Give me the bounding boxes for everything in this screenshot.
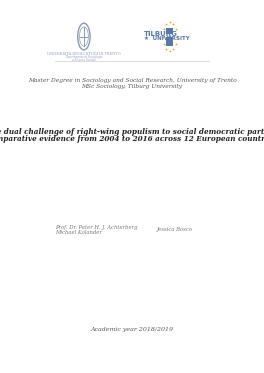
Text: TILBURG: TILBURG — [144, 31, 178, 37]
Text: The dual challenge of right-wing populism to social democratic parties.: The dual challenge of right-wing populis… — [0, 128, 264, 136]
Text: e Ricerca Sociale: e Ricerca Sociale — [72, 58, 96, 62]
Text: Michael Kolander: Michael Kolander — [55, 230, 102, 235]
Text: Master Degree in Sociology and Social Research, University of Trento: Master Degree in Sociology and Social Re… — [28, 78, 236, 84]
Text: Dipartimento di Sociologia: Dipartimento di Sociologia — [65, 56, 102, 59]
Text: Jessica Bosco: Jessica Bosco — [157, 227, 193, 232]
Text: ★  UNIVERSITY: ★ UNIVERSITY — [144, 36, 190, 41]
Text: Comparative evidence from 2004 to 2016 across 12 European countries.: Comparative evidence from 2004 to 2016 a… — [0, 135, 264, 143]
FancyBboxPatch shape — [166, 34, 173, 37]
Text: MSc Sociology, Tilburg University: MSc Sociology, Tilburg University — [81, 84, 183, 89]
Text: Academic year 2018/2019: Academic year 2018/2019 — [91, 326, 173, 332]
Text: UNIVERSITÀ DEGLI STUDI DI TRENTO: UNIVERSITÀ DEGLI STUDI DI TRENTO — [47, 52, 121, 56]
Text: Prof. Dr. Peter H. J. Achterberg: Prof. Dr. Peter H. J. Achterberg — [55, 225, 137, 230]
FancyBboxPatch shape — [166, 28, 173, 46]
